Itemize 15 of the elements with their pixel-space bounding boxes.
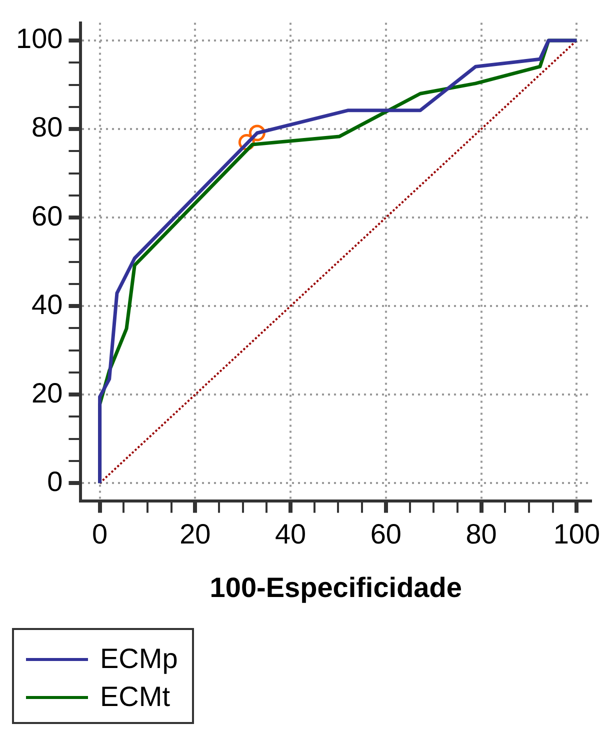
y-tick-label: 0: [47, 466, 63, 497]
y-tick-label: 60: [32, 200, 63, 232]
y-tick-label: 80: [32, 112, 63, 143]
x-tick-label: 20: [180, 518, 211, 550]
x-axis-title: 100-Especificidade: [210, 572, 462, 603]
x-tick-label: 100: [553, 518, 600, 550]
legend-label: ECMt: [100, 681, 170, 713]
x-tick-label: 80: [466, 518, 497, 550]
y-tick-label: 100: [16, 23, 63, 54]
legend-label: ECMp: [100, 643, 178, 675]
x-tick-label: 60: [370, 518, 402, 550]
y-tick-label: 20: [32, 377, 63, 408]
y-tick-label: 40: [32, 288, 63, 320]
x-tick-label: 0: [92, 518, 108, 550]
x-tick-label: 40: [274, 518, 306, 550]
